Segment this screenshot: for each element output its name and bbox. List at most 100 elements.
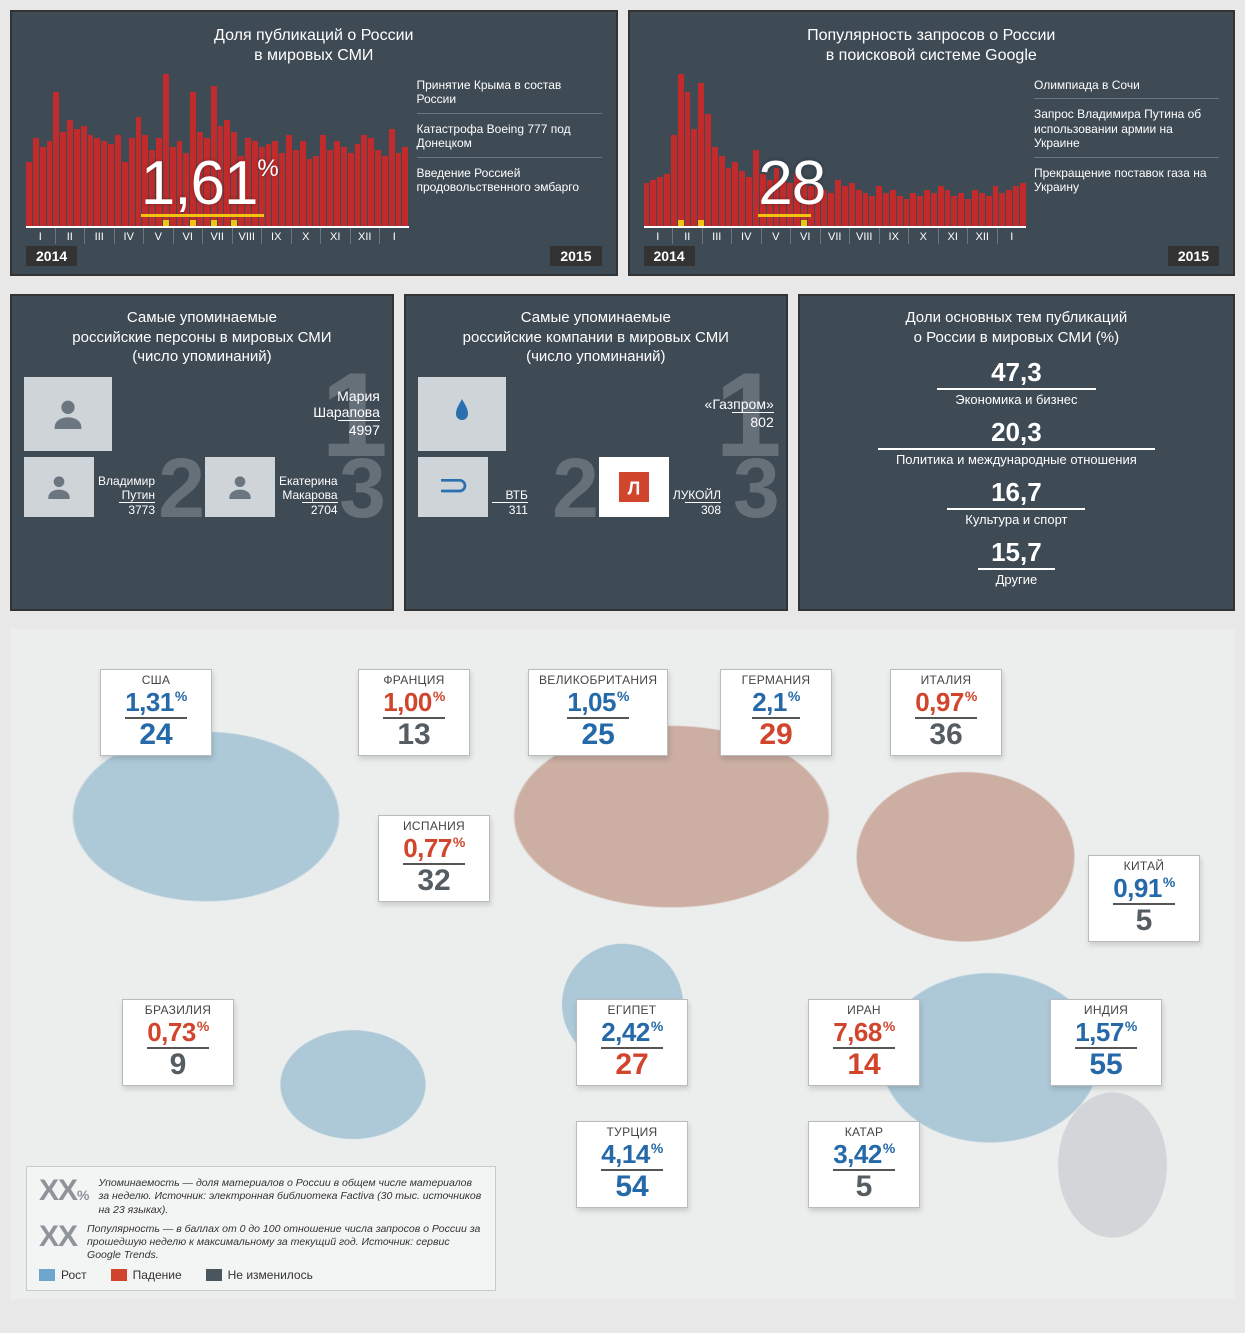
year-start: 2014 bbox=[26, 246, 77, 266]
bar bbox=[368, 138, 374, 226]
country-pct: 0,91% bbox=[1113, 875, 1175, 905]
bar bbox=[74, 129, 80, 226]
callout: Катастрофа Boeing 777 под Донецком bbox=[417, 118, 602, 158]
topic-value: 47,3 bbox=[812, 357, 1221, 388]
person-icon bbox=[43, 471, 75, 503]
country-name: ИРАН bbox=[819, 1003, 909, 1017]
bar bbox=[869, 196, 875, 226]
bar bbox=[334, 141, 340, 226]
bar bbox=[327, 150, 333, 226]
country-pct: 0,73% bbox=[147, 1019, 209, 1049]
bar bbox=[678, 74, 684, 226]
x-tick: VII bbox=[203, 228, 233, 244]
x-tick: V bbox=[144, 228, 174, 244]
country-name: БРАЗИЛИЯ bbox=[133, 1003, 223, 1017]
country-pop: 32 bbox=[389, 865, 479, 897]
bar bbox=[355, 144, 361, 226]
x-tick: II bbox=[673, 228, 703, 244]
big-value-unit: % bbox=[257, 155, 277, 182]
x-tick: I bbox=[380, 228, 409, 244]
rank-2-cell: 2 ВТБ 311 bbox=[418, 457, 593, 517]
callout: Прекращение поставок газа на Украину bbox=[1034, 162, 1219, 201]
topic-item: 16,7Культура и спорт bbox=[812, 477, 1221, 529]
country-pop: 29 bbox=[731, 719, 821, 751]
bar bbox=[60, 132, 66, 226]
topic-value: 15,7 bbox=[812, 537, 1221, 568]
rank-2-cell: 2 ВладимирПутин 3773 bbox=[24, 457, 199, 517]
bar bbox=[644, 183, 650, 226]
rank-area: 1 «Газпром» 802 2 bbox=[418, 377, 774, 517]
country-pct: 7,68% bbox=[833, 1019, 895, 1049]
bar bbox=[945, 190, 951, 226]
bar bbox=[938, 186, 944, 226]
x-tick: VI bbox=[174, 228, 204, 244]
x-tick: X bbox=[909, 228, 939, 244]
flame-icon bbox=[450, 399, 474, 429]
bar bbox=[965, 199, 971, 226]
bar bbox=[664, 174, 670, 226]
country-pop: 24 bbox=[111, 719, 201, 751]
mention-count: 802 bbox=[732, 412, 774, 430]
portrait-placeholder bbox=[24, 377, 112, 451]
country-pct: 0,97% bbox=[915, 689, 977, 719]
topic-item: 15,7Другие bbox=[812, 537, 1221, 589]
country-name: ВЕЛИКОБРИТАНИЯ bbox=[539, 673, 657, 687]
country-box: ИНДИЯ1,57%55 bbox=[1050, 999, 1162, 1086]
bar bbox=[396, 153, 402, 226]
map-legend: XX% Упоминаемость — доля материалов о Ро… bbox=[26, 1166, 496, 1291]
x-tick: XI bbox=[939, 228, 969, 244]
big-value: 28 bbox=[758, 148, 825, 219]
google-trends-panel: Популярность запросов о России в поисков… bbox=[628, 10, 1236, 276]
mention-count: 311 bbox=[492, 502, 528, 517]
x-tick: I bbox=[998, 228, 1027, 244]
rank-3-cell: 3 ЕкатеринаМакарова 2704 bbox=[205, 457, 380, 517]
topic-label: Культура и спорт bbox=[947, 508, 1085, 527]
bar bbox=[81, 126, 87, 226]
bar bbox=[999, 193, 1005, 226]
big-value-underline bbox=[141, 214, 264, 217]
bar bbox=[286, 135, 292, 226]
bar bbox=[671, 135, 677, 226]
bar bbox=[863, 193, 869, 226]
rank-number-2: 2 bbox=[158, 455, 199, 522]
country-name: ТУРЦИЯ bbox=[587, 1125, 677, 1139]
x-tick: III bbox=[85, 228, 115, 244]
country-pop: 5 bbox=[1099, 905, 1189, 937]
country-box: ЕГИПЕТ2,42%27 bbox=[576, 999, 688, 1086]
bar bbox=[313, 156, 319, 226]
bar bbox=[904, 199, 910, 226]
x-axis: IIIIIIIVVVIVIIVIIIIXXXIXIII bbox=[26, 226, 409, 244]
x-tick: I bbox=[26, 228, 56, 244]
topic-item: 47,3Экономика и бизнес bbox=[812, 357, 1221, 409]
swatch-same-icon bbox=[206, 1269, 222, 1281]
bar bbox=[657, 177, 663, 226]
big-value-number: 28 bbox=[758, 149, 825, 218]
mention-count: 308 bbox=[685, 502, 721, 517]
infographic-root: Доля публикаций о России в мировых СМИ 1… bbox=[0, 0, 1245, 1309]
svg-text:Л: Л bbox=[627, 478, 640, 498]
title-line-2: в мировых СМИ bbox=[254, 47, 373, 64]
title-line-1: Доля публикаций о России bbox=[214, 27, 413, 44]
rank-number-3: 3 bbox=[733, 455, 774, 522]
big-value: 1,61% bbox=[141, 148, 278, 219]
mention-count: 2704 bbox=[302, 502, 338, 517]
x-tick: VIII bbox=[233, 228, 263, 244]
country-box: ВЕЛИКОБРИТАНИЯ1,05%25 bbox=[528, 669, 668, 756]
year-row: 2014 2015 bbox=[26, 246, 602, 266]
x-tick: IV bbox=[115, 228, 145, 244]
bar bbox=[40, 147, 46, 226]
country-box: ИТАЛИЯ0,97%36 bbox=[890, 669, 1002, 756]
country-name: ИТАЛИЯ bbox=[901, 673, 991, 687]
country-pct: 4,14% bbox=[601, 1141, 663, 1171]
bar bbox=[739, 171, 745, 226]
bar bbox=[1013, 186, 1019, 226]
country-pop: 5 bbox=[819, 1171, 909, 1203]
rank-area: 1 МарияШарапова 4997 2 bbox=[24, 377, 380, 517]
country-box: КАТАР3,42%5 bbox=[808, 1121, 920, 1208]
bar bbox=[320, 135, 326, 226]
callout: Запрос Владимира Путина об использовании… bbox=[1034, 103, 1219, 157]
year-end: 2015 bbox=[550, 246, 601, 266]
country-pct: 1,57% bbox=[1075, 1019, 1137, 1049]
country-pct: 0,77% bbox=[403, 835, 465, 865]
bar bbox=[746, 177, 752, 226]
